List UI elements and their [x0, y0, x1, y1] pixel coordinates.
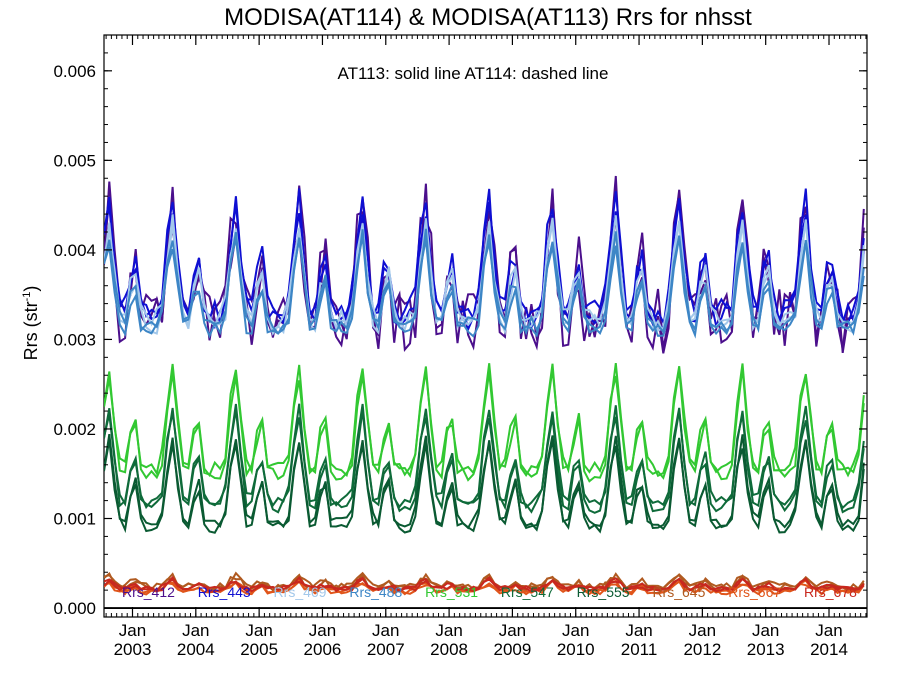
chart-annotation: AT113: solid line AT114: dashed line	[338, 64, 609, 83]
x-tick-year: 2011	[621, 640, 658, 659]
legend-item-rrs-547: Rrs_547	[501, 584, 554, 600]
plot-frame	[103, 34, 868, 618]
series-line-rrs-531-at114	[104, 366, 865, 483]
x-tick-year: 2003	[114, 640, 152, 659]
y-axis: 0.000 0.001 0.002 0.003 0.004 0.005 0.006	[53, 34, 867, 618]
x-tick-month: Jan	[562, 621, 589, 640]
x-tick-year: 2004	[177, 640, 215, 659]
y-axis-label-end: )	[21, 286, 41, 292]
x-tick-month: Jan	[435, 621, 462, 640]
x-tick-year: 2012	[683, 640, 721, 659]
x-tick-year: 2005	[240, 640, 278, 659]
x-tick-month: Jan	[499, 621, 526, 640]
x-tick-month: Jan	[309, 621, 336, 640]
y-tick-label: 0.002	[53, 420, 96, 439]
y-tick-label: 0.003	[53, 330, 96, 349]
legend: Rrs_412 Rrs_443 Rrs_469 Rrs_488 Rrs_531 Rrs_5…	[122, 584, 857, 600]
y-axis-label-text: Rrs (str	[21, 301, 41, 360]
y-tick-label: 0.005	[53, 151, 96, 170]
x-tick-year: 2008	[430, 640, 468, 659]
y-tick-label: 0.004	[53, 241, 96, 260]
x-tick-month: Jan	[119, 621, 146, 640]
chart-title: MODISA(AT114) & MODISA(AT113) Rrs for nh…	[224, 4, 752, 31]
series-layer	[104, 175, 865, 596]
x-tick-month: Jan	[182, 621, 209, 640]
y-tick-label: 0.001	[53, 510, 96, 529]
x-tick-year: 2010	[557, 640, 595, 659]
x-tick-month: Jan	[815, 621, 842, 640]
y-axis-label: Rrs (str-1)	[21, 286, 41, 361]
legend-item-rrs-412: Rrs_412	[122, 584, 175, 600]
x-tick-month: Jan	[625, 621, 652, 640]
x-axis: Jan2003Jan2004Jan2005Jan2006Jan2007Jan20…	[105, 35, 867, 659]
x-tick-year: 2014	[810, 640, 848, 659]
x-tick-month: Jan	[245, 621, 272, 640]
series-line-rrs-547-at114	[104, 407, 865, 514]
x-tick-month: Jan	[752, 621, 779, 640]
legend-item-rrs-555: Rrs_555	[577, 584, 630, 600]
x-tick-year: 2007	[367, 640, 405, 659]
x-tick-month: Jan	[372, 621, 399, 640]
series-line-rrs-555-at114	[104, 439, 865, 534]
legend-item-rrs-645: Rrs_645	[652, 584, 705, 600]
x-tick-year: 2009	[493, 640, 531, 659]
y-tick-label: 0.000	[53, 599, 96, 618]
series-line-rrs-531-at113	[104, 362, 865, 478]
legend-item-rrs-678: Rrs_678	[804, 584, 857, 600]
legend-item-rrs-488: Rrs_488	[349, 584, 402, 600]
legend-item-rrs-531: Rrs_531	[425, 584, 478, 600]
series-line-rrs-678-at114	[104, 577, 865, 593]
series-line-rrs-547-at113	[104, 403, 865, 510]
x-tick-year: 2013	[747, 640, 785, 659]
y-tick-label: 0.006	[53, 62, 96, 81]
legend-item-rrs-667: Rrs_667	[728, 584, 781, 600]
y-axis-label-sup: -1	[21, 292, 33, 302]
x-tick-year: 2006	[304, 640, 342, 659]
legend-item-rrs-443: Rrs_443	[198, 584, 251, 600]
legend-item-rrs-469: Rrs_469	[274, 584, 327, 600]
series-line-rrs-488-at114	[104, 234, 865, 339]
x-tick-month: Jan	[689, 621, 716, 640]
